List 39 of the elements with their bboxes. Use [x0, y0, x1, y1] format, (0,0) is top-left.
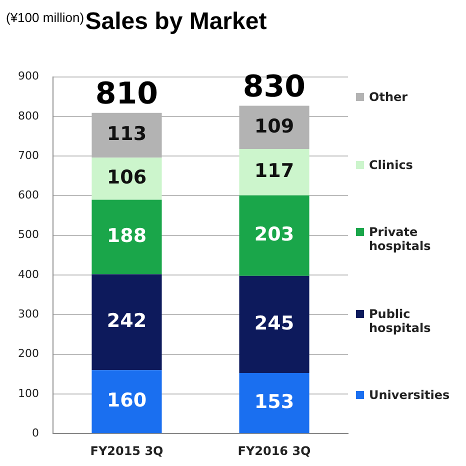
- data-label: 203: [254, 224, 294, 246]
- x-tick-label: FY2016 3Q: [238, 444, 311, 458]
- y-tick-label: 500: [18, 228, 39, 242]
- legend-label: Private hospitals: [369, 225, 432, 253]
- bar: [92, 274, 162, 370]
- bar: [239, 372, 310, 434]
- legend-label: Public hospitals: [369, 306, 432, 334]
- y-tick-label: 200: [18, 347, 39, 360]
- y-tick-label: 600: [18, 188, 39, 202]
- total-label: 830: [242, 70, 306, 105]
- legend-label: Other: [369, 90, 408, 104]
- data-label: 117: [254, 160, 294, 182]
- y-tick-label: 400: [18, 268, 39, 281]
- data-label: 153: [254, 390, 294, 413]
- legend-label: Clinics: [369, 158, 413, 172]
- y-tick-label: 300: [18, 308, 39, 321]
- data-label: 242: [106, 310, 147, 332]
- data-label: 188: [106, 224, 147, 247]
- bar: [239, 195, 310, 276]
- y-tick-label: 0: [32, 426, 39, 440]
- y-tick-label: 100: [18, 386, 39, 400]
- data-label: 245: [254, 312, 294, 334]
- x-tick-label: FY2015 3Q: [90, 444, 164, 458]
- data-label: 106: [106, 166, 147, 189]
- bar: [92, 158, 162, 200]
- y-tick-label: 800: [18, 109, 39, 122]
- bar: [92, 200, 162, 274]
- total-label: 810: [95, 76, 158, 112]
- legend-label: Universities: [369, 388, 450, 402]
- y-tick-label: 700: [18, 148, 39, 162]
- chart-title: Sales by Market: [85, 8, 267, 36]
- y-tick-label: 900: [18, 70, 39, 83]
- bar: [239, 148, 310, 196]
- data-label: 160: [106, 390, 147, 412]
- data-label: 113: [106, 123, 147, 146]
- y-axis-title: (¥100 million): [6, 10, 84, 25]
- bar: [239, 276, 310, 373]
- data-label: 109: [254, 115, 294, 138]
- bar: [92, 370, 162, 434]
